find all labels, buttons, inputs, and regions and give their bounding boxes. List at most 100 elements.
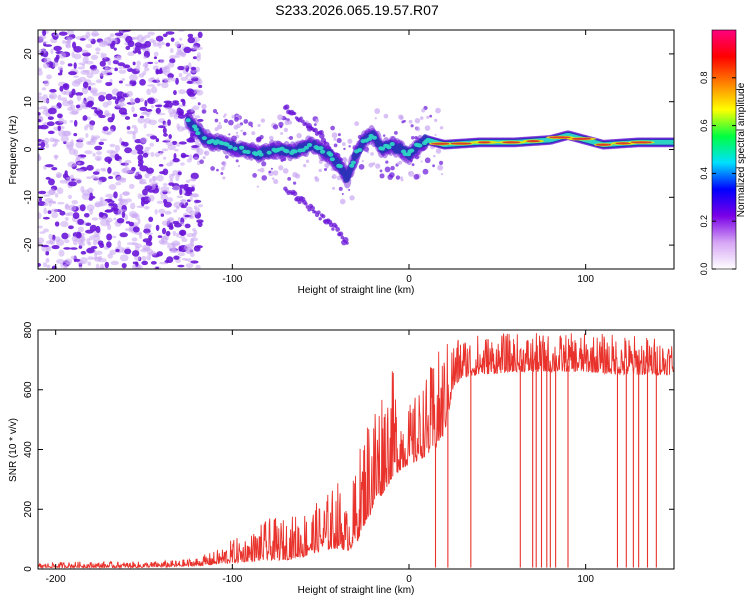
noise-speckle — [186, 232, 195, 238]
noise-speckle — [98, 91, 107, 96]
scatter-speckle — [426, 115, 430, 119]
noise-speckle — [124, 147, 133, 154]
noise-speckle — [94, 250, 103, 256]
noise-speckle — [159, 67, 163, 74]
noise-speckle — [179, 37, 183, 41]
scatter-speckle — [414, 155, 420, 160]
noise-speckle — [157, 41, 166, 46]
noise-speckle — [134, 266, 140, 269]
noise-speckle — [167, 144, 176, 151]
noise-speckle — [38, 69, 43, 76]
scatter-speckle — [434, 118, 438, 122]
noise-speckle — [105, 93, 113, 101]
scatter-speckle — [270, 167, 273, 170]
noise-speckle — [65, 41, 71, 48]
noise-speckle — [73, 149, 79, 157]
noise-speckle — [180, 230, 186, 236]
noise-speckle — [73, 119, 78, 127]
noise-speckle — [105, 209, 111, 213]
noise-speckle — [198, 84, 203, 89]
noise-speckle — [42, 216, 50, 220]
scatter-speckle — [259, 167, 265, 173]
noise-speckle — [95, 51, 100, 55]
noise-speckle — [47, 116, 54, 121]
noise-speckle — [144, 40, 152, 48]
scatter-speckle — [411, 163, 415, 167]
noise-speckle — [170, 77, 177, 82]
noise-speckle — [49, 88, 57, 93]
lower-branch-blob — [316, 210, 321, 215]
scatter-speckle — [409, 159, 413, 162]
ridge-peak — [549, 136, 571, 139]
scatter-speckle — [197, 146, 200, 150]
noise-speckle — [69, 110, 79, 115]
noise-speckle — [163, 100, 173, 104]
noise-speckle — [89, 224, 97, 232]
ridge-core — [328, 152, 334, 157]
scatter-speckle — [197, 143, 202, 147]
noise-speckle — [186, 140, 196, 143]
noise-speckle — [161, 220, 170, 227]
scatter-speckle — [295, 173, 301, 179]
noise-speckle — [156, 251, 163, 257]
ridge-core — [232, 146, 238, 151]
noise-speckle — [156, 77, 160, 83]
scatter-speckle — [330, 167, 335, 171]
noise-speckle — [61, 130, 71, 137]
noise-speckle — [143, 67, 150, 72]
noise-speckle — [138, 181, 148, 185]
noise-speckle — [142, 152, 149, 158]
snr-axes: -200 -100 0 100 0 200 400 600 800 — [23, 321, 674, 585]
noise-speckle — [113, 47, 117, 51]
noise-speckle — [89, 192, 93, 198]
noise-speckle — [148, 178, 153, 184]
noise-speckle — [114, 98, 119, 105]
ridge-core — [319, 149, 326, 154]
noise-speckle — [162, 183, 168, 186]
noise-speckle — [193, 245, 201, 252]
snr-x-tick-label: 0 — [406, 574, 412, 585]
scatter-speckle — [242, 131, 247, 136]
ridge-core — [318, 146, 324, 151]
noise-speckle — [118, 159, 122, 164]
noise-speckle — [124, 83, 133, 87]
scatter-speckle — [228, 133, 231, 136]
spec-x-tick-label: -100 — [222, 274, 242, 285]
noise-speckle — [148, 216, 154, 222]
noise-speckle — [180, 154, 190, 158]
noise-speckle — [38, 37, 44, 44]
noise-speckle — [121, 262, 127, 269]
scatter-speckle — [261, 175, 267, 181]
ridge-core — [245, 150, 251, 155]
scatter-speckle — [343, 147, 346, 151]
scatter-speckle — [223, 118, 229, 124]
scatter-speckle — [273, 179, 279, 185]
noise-speckle — [180, 204, 187, 209]
noise-speckle — [169, 178, 174, 183]
scatter-speckle — [222, 176, 226, 180]
noise-speckle — [84, 150, 93, 155]
noise-speckle — [42, 62, 50, 69]
noise-speckle — [113, 55, 122, 61]
colorbar-gradient — [711, 29, 737, 270]
scatter-speckle — [415, 126, 421, 132]
noise-speckle — [68, 71, 77, 76]
scatter-speckle — [303, 163, 307, 168]
scatter-speckle — [421, 108, 426, 113]
noise-speckle — [90, 175, 97, 180]
noise-speckle — [138, 264, 143, 269]
noise-speckle — [174, 148, 179, 152]
noise-speckle — [94, 155, 102, 162]
noise-speckle — [57, 125, 61, 132]
noise-speckle — [148, 119, 157, 126]
noise-speckle — [79, 38, 86, 41]
scatter-speckle — [440, 172, 444, 176]
noise-speckle — [176, 123, 180, 130]
noise-speckle — [143, 34, 151, 39]
noise-speckle — [151, 181, 159, 186]
noise-speckle — [120, 112, 128, 115]
scatter-speckle — [345, 165, 348, 168]
noise-speckle — [104, 156, 113, 163]
noise-speckle — [83, 212, 90, 218]
noise-speckle — [96, 109, 104, 116]
